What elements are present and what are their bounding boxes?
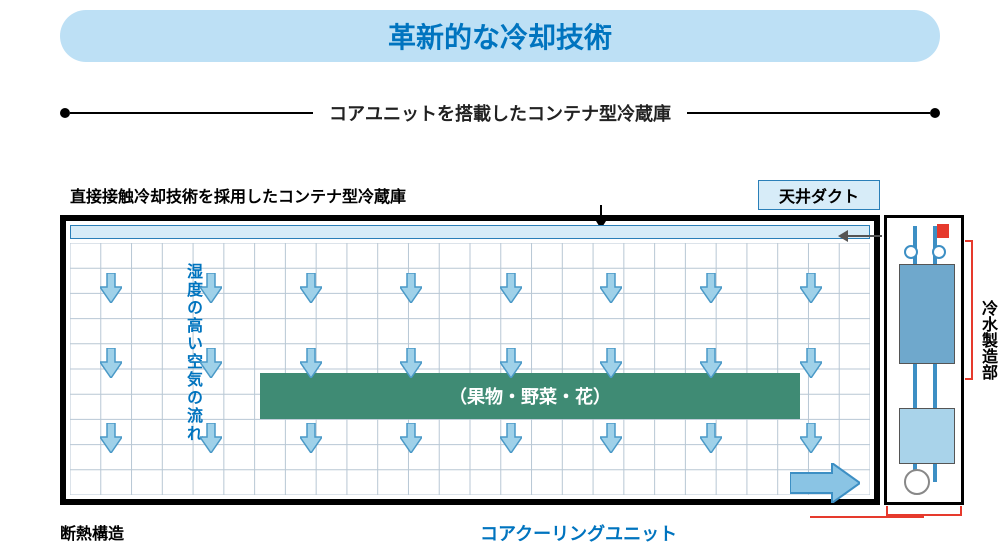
subtitle-row: コアユニットを搭載したコンテナ型冷蔵庫 xyxy=(60,100,940,126)
content-bar: （果物・野菜・花） xyxy=(260,373,800,419)
insulation-label: 断熱構造 xyxy=(60,520,124,544)
line-right xyxy=(687,112,930,114)
subtitle-text: コアユニットを搭載したコンテナ型冷蔵庫 xyxy=(329,100,671,126)
red-bracket-bottom xyxy=(886,506,962,516)
unit-top-box xyxy=(899,264,955,364)
chilled-water-label: 冷水製造部 xyxy=(975,300,999,380)
diagram-caption: 直接接触冷却技術を採用したコンテナ型冷蔵庫 xyxy=(70,183,406,207)
red-bracket-right xyxy=(965,240,973,380)
arrow-right-big-icon xyxy=(790,463,860,503)
dot-left xyxy=(60,108,70,118)
arrow-return-icon xyxy=(838,227,882,245)
airflow-label: 湿度の高い空気の流れ xyxy=(180,263,204,443)
line-left xyxy=(70,112,313,114)
unit-bottom-box xyxy=(899,408,955,464)
content-label: （果物・野菜・花） xyxy=(449,383,611,409)
page-title-banner: 革新的な冷却技術 xyxy=(60,10,940,62)
core-unit-label: コアクーリングユニット xyxy=(480,520,677,546)
ceiling-duct-tag: 天井ダクト xyxy=(758,180,880,210)
red-bracket-stem xyxy=(810,516,924,518)
grid-area: 湿度の高い空気の流れ （果物・野菜・花） xyxy=(70,243,870,495)
caption-row: 直接接触冷却技術を採用したコンテナ型冷蔵庫 天井ダクト xyxy=(70,180,940,210)
page-title: 革新的な冷却技術 xyxy=(388,16,612,56)
ceiling-duct xyxy=(70,225,870,239)
container-box: 湿度の高い空気の流れ （果物・野菜・花） xyxy=(60,215,880,505)
dot-right xyxy=(930,108,940,118)
cooling-unit-panel xyxy=(884,215,964,505)
